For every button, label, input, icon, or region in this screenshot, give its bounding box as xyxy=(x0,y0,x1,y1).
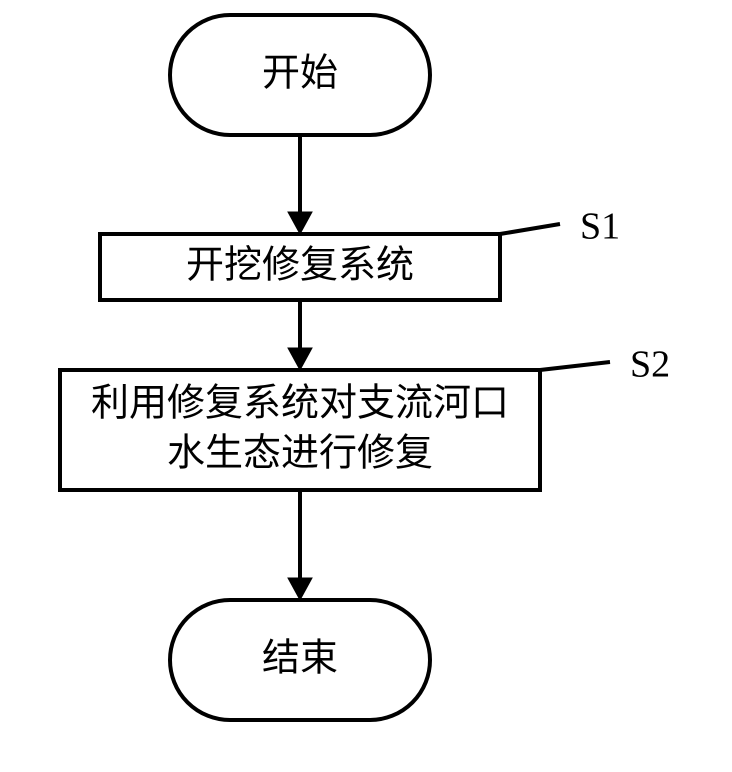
end-text: 结束 xyxy=(262,638,338,680)
edge-s1-s2-arrowhead xyxy=(288,348,312,370)
s1-label-leader xyxy=(500,224,560,234)
s1-text: 开挖修复系统 xyxy=(186,245,414,287)
edge-start-s1-arrowhead xyxy=(288,212,312,234)
flowchart-canvas: 开始开挖修复系统 S1 利用修复系统对支流河口水生态进行修复 S2 结束 xyxy=(0,0,732,772)
s2-text-line-0: 利用修复系统对支流河口 xyxy=(91,383,509,425)
s1-label-text: S1 xyxy=(580,206,620,248)
edge-s2-end-arrowhead xyxy=(288,578,312,600)
s2-label-text: S2 xyxy=(630,344,670,386)
s2-text-line-1: 水生态进行修复 xyxy=(167,433,433,475)
s2-label-leader xyxy=(540,362,610,370)
start-text: 开始 xyxy=(262,53,338,95)
